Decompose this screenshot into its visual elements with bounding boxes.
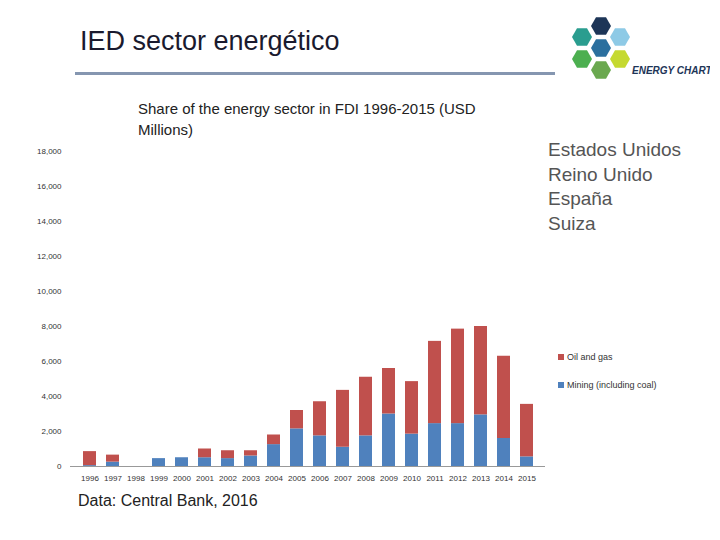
svg-text:2010: 2010 [403,474,421,483]
html-text:Oil and gas: Oil and gas [567,352,613,362]
html-text:Estados Unidos: Estados Unidos [548,139,682,160]
html-text:Share of the energy sector in: Share of the energy sector in FDI 1996-2… [138,100,476,138]
svg-text:18,000: 18,000 [37,147,62,156]
svg-text:2003: 2003 [242,474,260,483]
svg-text:2009: 2009 [380,474,398,483]
html-text:Mining (including coal): Mining (including coal) [567,380,657,390]
svg-text:10,000: 10,000 [37,287,62,296]
html-text:España: España [548,188,613,209]
svg-text:1996: 1996 [81,474,99,483]
html-text:Data: Central Bank, 2016: Data: Central Bank, 2016 [78,492,258,509]
svg-text:6,000: 6,000 [41,357,62,366]
svg-text:14,000: 14,000 [37,217,62,226]
svg-text:1997: 1997 [104,474,122,483]
svg-text:2013: 2013 [472,474,490,483]
svg-text:2,000: 2,000 [41,427,62,436]
svg-text:2000: 2000 [173,474,191,483]
svg-text:2005: 2005 [288,474,306,483]
svg-text:8,000: 8,000 [41,322,62,331]
svg-text:2012: 2012 [449,474,467,483]
svg-text:2004: 2004 [265,474,283,483]
svg-text:2015: 2015 [518,474,536,483]
svg-text:2002: 2002 [219,474,237,483]
svg-text:2008: 2008 [357,474,375,483]
html-text:Suiza: Suiza [548,212,596,234]
svg-text:2006: 2006 [311,474,329,483]
svg-text:2014: 2014 [495,474,513,483]
svg-text:0: 0 [57,462,62,471]
svg-text:2001: 2001 [196,474,214,483]
svg-text:4,000: 4,000 [41,392,62,401]
svg-text:ENERGY CHARTER: ENERGY CHARTER [632,65,710,76]
svg-text:1999: 1999 [150,474,168,483]
svg-text:2011: 2011 [426,474,444,483]
svg-text:16,000: 16,000 [37,182,62,191]
svg-text:1998: 1998 [127,474,145,483]
svg-text:12,000: 12,000 [37,252,62,261]
svg-text:2007: 2007 [334,474,352,483]
html-text:Reino Unido: Reino Unido [548,163,653,185]
html-text:IED sector energético: IED sector energético [80,26,340,56]
